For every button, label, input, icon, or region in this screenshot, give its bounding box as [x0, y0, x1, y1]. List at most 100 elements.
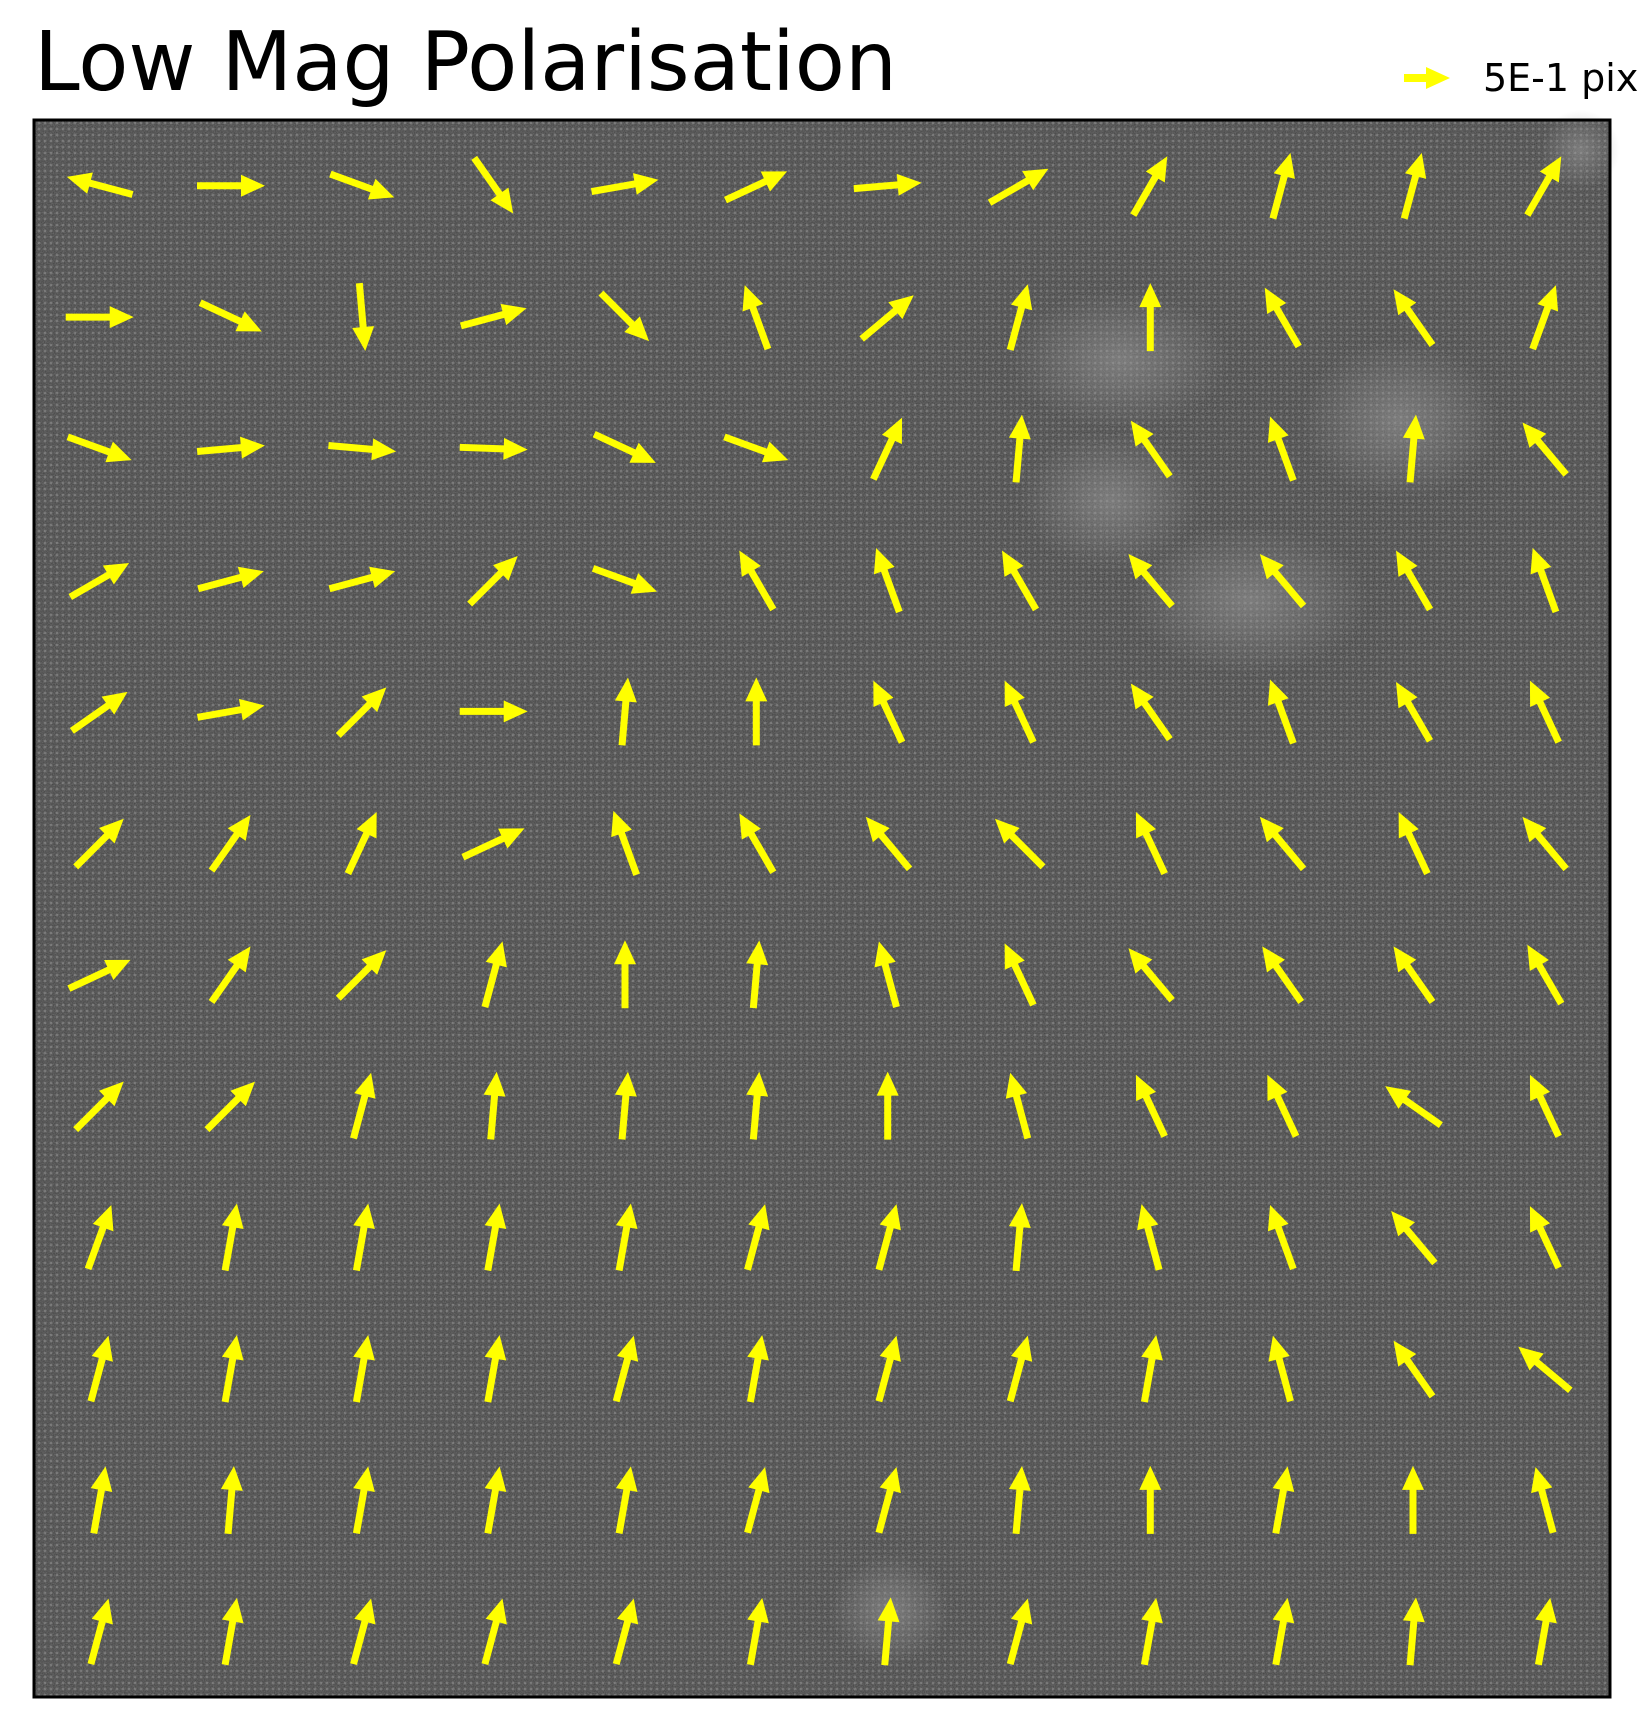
- polarisation-arrow: [1529, 680, 1562, 744]
- polarisation-arrow: [471, 155, 514, 214]
- polarisation-arrow: [614, 940, 636, 1009]
- polarisation-arrow: [1130, 683, 1173, 742]
- polarisation-arrow: [1008, 414, 1031, 483]
- polarisation-arrow: [859, 295, 914, 342]
- polarisation-arrow: [208, 814, 251, 873]
- polarisation-arrow: [1262, 946, 1305, 1005]
- polarisation-arrow: [66, 433, 132, 463]
- polarisation-arrow: [745, 677, 768, 746]
- polarisation-arrow: [484, 1203, 507, 1272]
- polarisation-arrow: [1259, 553, 1307, 609]
- polarisation-arrow: [744, 1467, 770, 1534]
- polarisation-arrow: [335, 687, 387, 738]
- polarisation-arrow: [1402, 1597, 1425, 1666]
- polarisation-arrow: [1385, 1086, 1443, 1128]
- polarisation-arrow: [350, 1072, 376, 1140]
- polarisation-arrow: [591, 565, 657, 594]
- polarisation-arrow: [865, 816, 913, 872]
- polarisation-arrow: [739, 550, 777, 612]
- polarisation-arrow: [1522, 422, 1569, 477]
- polarisation-arrow: [196, 436, 265, 459]
- polarisation-arrow: [221, 1203, 244, 1272]
- polarisation-arrow: [1396, 550, 1434, 612]
- polarisation-arrow: [1130, 156, 1168, 217]
- polarisation-arrow: [1530, 548, 1560, 614]
- polarisation-arrow: [875, 1335, 901, 1403]
- polarisation-arrow: [459, 303, 527, 330]
- polarisation-arrow: [614, 677, 637, 746]
- polarisation-arrow: [1272, 1466, 1295, 1534]
- polarisation-arrow: [1139, 283, 1162, 352]
- polarisation-arrow: [68, 563, 130, 601]
- polarisation-arrow: [1135, 1074, 1168, 1138]
- polarisation-arrow: [592, 430, 656, 463]
- polarisation-arrow: [459, 437, 528, 460]
- polarisation-arrow: [352, 1335, 375, 1403]
- polarisation-arrow: [994, 818, 1046, 870]
- polarisation-arrow: [90, 1466, 113, 1534]
- polarisation-arrow: [329, 170, 395, 200]
- polarisation-arrow: [1139, 1465, 1162, 1534]
- micrograph-background: [34, 110, 1620, 1697]
- chart-title: Low Mag Polarisation: [34, 15, 897, 110]
- polarisation-arrow: [352, 1466, 375, 1534]
- polarisation-arrow: [352, 282, 375, 351]
- polarisation-arrow: [1393, 946, 1436, 1005]
- polarisation-arrow: [615, 1466, 638, 1534]
- polarisation-arrow: [1534, 1597, 1557, 1666]
- polarisation-arrow: [1391, 1210, 1438, 1266]
- polarisation-arrow: [1135, 811, 1168, 876]
- polarisation-arrow: [746, 1597, 769, 1666]
- polarisation-arrow: [84, 1205, 114, 1271]
- polarisation-arrow: [1402, 1465, 1424, 1534]
- polarisation-arrow: [1140, 1597, 1163, 1666]
- quiver-key-label: 5E-1 pix: [1483, 56, 1639, 100]
- polarisation-arrow: [870, 417, 903, 481]
- polarisation-arrow: [875, 1467, 901, 1534]
- polarisation-arrow: [615, 1203, 638, 1272]
- polarisation-arrow: [746, 1335, 769, 1403]
- polarisation-arrow: [87, 1598, 113, 1666]
- polarisation-arrow: [1522, 816, 1569, 872]
- polarisation-arrow: [483, 1071, 506, 1140]
- polarisation-arrow: [467, 555, 518, 607]
- polarisation-arrow: [197, 566, 264, 593]
- polarisation-arrow: [742, 285, 772, 351]
- polarisation-arrow: [73, 818, 124, 870]
- polarisation-arrow: [1128, 553, 1175, 609]
- polarisation-arrow: [221, 1597, 244, 1666]
- polarisation-arrow: [1529, 285, 1559, 351]
- polarisation-arrow: [352, 1203, 375, 1272]
- polarisation-arrow: [1524, 156, 1562, 217]
- polarisation-arrow: [739, 813, 777, 874]
- polarisation-arrow: [69, 691, 128, 734]
- polarisation-arrow: [1393, 1340, 1436, 1399]
- polarisation-arrow: [1004, 943, 1037, 1007]
- polarisation-arrow: [873, 680, 906, 744]
- polarisation-arrow: [67, 959, 131, 992]
- polarisation-arrow: [198, 299, 262, 332]
- polarisation-arrow: [590, 173, 659, 196]
- polarisation-arrow: [1140, 1335, 1163, 1403]
- polarisation-arrow: [66, 172, 134, 198]
- polarisation-arrow: [987, 168, 1049, 206]
- polarisation-arrow: [1529, 1206, 1562, 1270]
- polarisation-arrow: [1269, 152, 1295, 220]
- polarisation-arrow: [1400, 152, 1427, 220]
- polarisation-arrow: [481, 941, 507, 1008]
- polarisation-arrow: [328, 566, 396, 593]
- polarisation-arrow: [1267, 1205, 1297, 1271]
- polarisation-arrow: [65, 306, 134, 329]
- polarisation-arrow: [328, 438, 397, 461]
- polarisation-arrow: [1006, 1598, 1033, 1666]
- polarisation-arrow: [1518, 1346, 1573, 1394]
- polarisation-arrow: [1137, 1204, 1163, 1271]
- polarisation-arrow: [208, 946, 251, 1005]
- polarisation-arrow: [1002, 550, 1040, 612]
- polarisation-arrow: [875, 1204, 901, 1271]
- polarisation-arrow: [1267, 679, 1297, 745]
- polarisation-arrow: [204, 1081, 256, 1133]
- polarisation-arrow: [220, 1466, 243, 1535]
- polarisation-arrow: [344, 811, 377, 876]
